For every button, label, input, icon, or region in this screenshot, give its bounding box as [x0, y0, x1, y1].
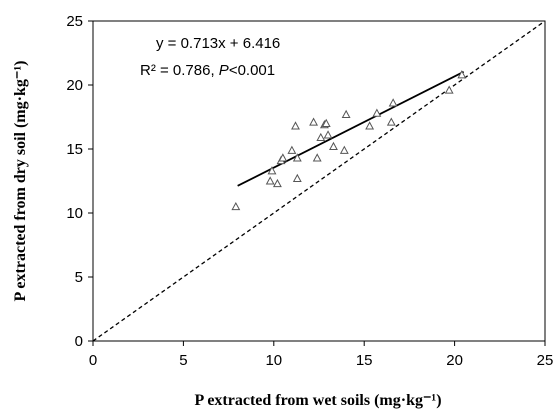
reference-line	[92, 20, 546, 342]
y-axis-title: P extracted from dry soil (mg·kg⁻¹)	[12, 61, 29, 302]
y-tick-label: 25	[66, 13, 83, 30]
y-tick-label: 5	[75, 269, 83, 286]
r-squared-text: R² = 0.786, P<0.001	[140, 62, 275, 79]
y-tick-label: 10	[66, 205, 83, 222]
x-tick-label: 10	[265, 352, 282, 369]
data-point	[267, 166, 277, 175]
data-point	[231, 201, 241, 211]
data-point	[287, 145, 297, 154]
data-point	[272, 178, 282, 188]
data-point	[323, 130, 333, 139]
data-point	[372, 108, 382, 117]
plot-area	[92, 20, 546, 342]
y-tick-label: 15	[66, 141, 83, 158]
x-tick-label: 15	[356, 352, 373, 369]
p-symbol: P	[219, 62, 229, 79]
regression-line	[237, 70, 465, 187]
x-tick-label: 25	[537, 352, 554, 369]
y-axis-ticks: 0 5 10 15 20 25	[66, 13, 93, 350]
data-point	[292, 153, 302, 162]
x-tick-label: 20	[446, 352, 463, 369]
data-point	[312, 153, 322, 162]
y-tick-label: 20	[66, 77, 83, 94]
x-tick-label: 0	[89, 352, 97, 369]
data-point	[292, 173, 302, 182]
y-tick-label: 0	[75, 333, 83, 350]
data-point	[316, 132, 326, 142]
data-point	[329, 141, 338, 150]
data-point	[341, 109, 351, 118]
data-point	[321, 118, 331, 127]
r-squared-value: R² = 0.786,	[140, 62, 219, 79]
data-point	[265, 176, 275, 185]
data-point	[291, 121, 300, 130]
data-point	[365, 121, 375, 130]
data-point	[386, 117, 396, 126]
data-point	[339, 145, 349, 154]
data-point	[388, 98, 398, 107]
x-tick-label: 5	[179, 352, 187, 369]
p-value: <0.001	[229, 62, 275, 79]
data-point	[444, 85, 454, 94]
equation-text: y = 0.713x + 6.416	[156, 35, 280, 52]
data-point	[309, 117, 319, 126]
data-point	[278, 153, 288, 162]
data-points	[231, 70, 467, 211]
x-axis-title: P extracted from wet soils (mg·kg⁻¹)	[194, 392, 441, 409]
x-axis-ticks: 0 5 10 15 20 25	[89, 341, 554, 369]
data-point	[457, 70, 467, 79]
